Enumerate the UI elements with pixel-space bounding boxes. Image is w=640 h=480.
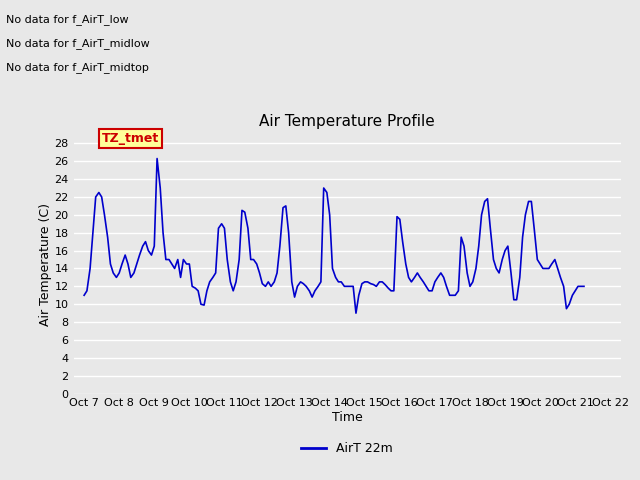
Text: No data for f_AirT_midtop: No data for f_AirT_midtop [6, 62, 149, 73]
Y-axis label: Air Temperature (C): Air Temperature (C) [38, 203, 52, 325]
Legend: AirT 22m: AirT 22m [296, 437, 398, 460]
Text: No data for f_AirT_midlow: No data for f_AirT_midlow [6, 38, 150, 49]
Text: TZ_tmet: TZ_tmet [102, 132, 159, 145]
Title: Air Temperature Profile: Air Temperature Profile [259, 114, 435, 129]
Text: No data for f_AirT_low: No data for f_AirT_low [6, 14, 129, 25]
X-axis label: Time: Time [332, 411, 363, 424]
